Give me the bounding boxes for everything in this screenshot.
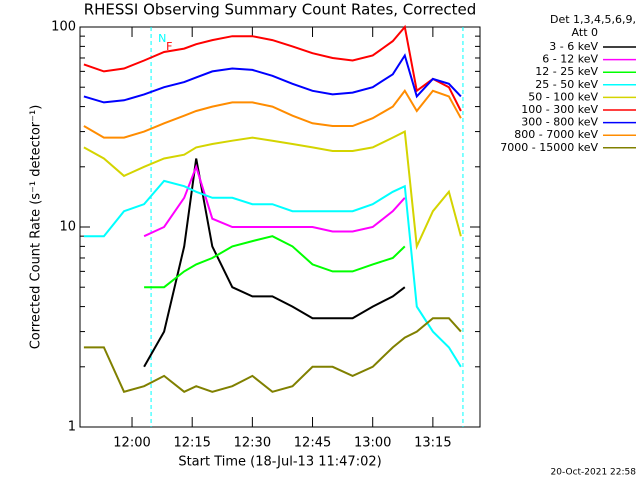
x-tick-label: 12:30 bbox=[234, 436, 271, 451]
legend-label: 100 - 300 keV bbox=[521, 103, 598, 116]
legend-label: 12 - 25 keV bbox=[535, 65, 598, 78]
series-line bbox=[144, 235, 406, 289]
legend-label: 7000 - 15000 keV bbox=[500, 141, 598, 154]
y-tick-label: 1 bbox=[68, 420, 76, 435]
series-line bbox=[83, 179, 462, 368]
legend-label: 800 - 7000 keV bbox=[514, 128, 598, 141]
x-tick-label: 12:00 bbox=[113, 436, 150, 451]
series-line bbox=[83, 89, 462, 139]
x-tick-label: 12:45 bbox=[294, 436, 331, 451]
x-axis-label: Start Time (18-Jul-13 11:47:02) bbox=[178, 455, 381, 470]
legend-label: 300 - 800 keV bbox=[521, 116, 598, 129]
series-line bbox=[83, 53, 462, 104]
legend-label: 25 - 50 keV bbox=[535, 78, 598, 91]
series-line bbox=[143, 158, 406, 368]
series-line bbox=[143, 163, 406, 238]
x-tick-label: 13:00 bbox=[354, 436, 391, 451]
legend-label: 6 - 12 keV bbox=[542, 53, 598, 66]
series-line bbox=[83, 317, 462, 393]
chart-title: RHESSI Observing Summary Count Rates, Co… bbox=[84, 1, 477, 19]
y-tick-label: 10 bbox=[59, 220, 76, 235]
legend-title: Det 1,3,4,5,6,9, bbox=[550, 13, 636, 26]
y-axis-label: Corrected Count Rate (s⁻¹ detector⁻¹) bbox=[29, 105, 44, 350]
series-line bbox=[83, 24, 462, 112]
legend-label: 50 - 100 keV bbox=[528, 90, 598, 103]
footer-date: 20-Oct-2021 22:58 bbox=[551, 468, 637, 478]
y-tick-label: 100 bbox=[51, 20, 76, 35]
flag-label: N bbox=[158, 32, 166, 45]
series-line bbox=[83, 130, 462, 251]
flag-label: F bbox=[166, 40, 172, 53]
legend-title: Att 0 bbox=[572, 26, 598, 39]
x-tick-label: 12:15 bbox=[173, 436, 210, 451]
x-tick-label: 13:15 bbox=[414, 436, 451, 451]
legend-label: 3 - 6 keV bbox=[549, 40, 598, 53]
